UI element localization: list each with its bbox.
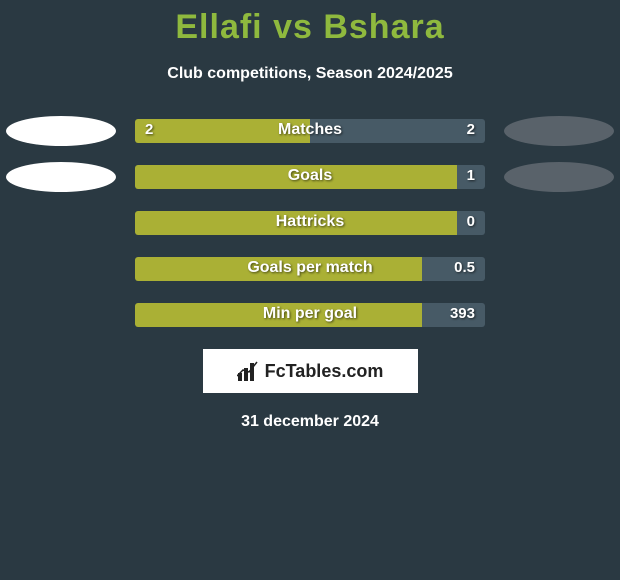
page-title: Ellafi vs Bshara bbox=[0, 0, 620, 47]
bar-right bbox=[310, 119, 485, 143]
stat-value-right: 0.5 bbox=[454, 259, 475, 276]
stat-row: Min per goal393 bbox=[135, 303, 485, 327]
stat-row: Hattricks0 bbox=[135, 211, 485, 235]
bar-left bbox=[135, 303, 422, 327]
bar-left bbox=[135, 257, 422, 281]
stat-value-right: 393 bbox=[450, 305, 475, 322]
bar-track bbox=[135, 257, 485, 281]
stat-value-right: 2 bbox=[467, 121, 475, 138]
date-label: 31 december 2024 bbox=[0, 413, 620, 431]
subtitle: Club competitions, Season 2024/2025 bbox=[0, 65, 620, 83]
fctables-logo: FcTables.com bbox=[203, 349, 418, 393]
stat-row: Goals1 bbox=[135, 165, 485, 189]
bar-track bbox=[135, 165, 485, 189]
bar-left bbox=[135, 165, 457, 189]
stat-row: Matches22 bbox=[135, 119, 485, 143]
stat-value-right: 0 bbox=[467, 213, 475, 230]
bar-left bbox=[135, 211, 457, 235]
comparison-chart: Matches22Goals1Hattricks0Goals per match… bbox=[0, 119, 620, 327]
left-player-marker bbox=[6, 162, 116, 192]
left-player-marker bbox=[6, 116, 116, 146]
stat-row: Goals per match0.5 bbox=[135, 257, 485, 281]
bar-track bbox=[135, 303, 485, 327]
stat-value-left: 2 bbox=[145, 121, 153, 138]
bar-track bbox=[135, 119, 485, 143]
bar-chart-icon bbox=[237, 361, 259, 381]
right-player-marker bbox=[504, 162, 614, 192]
logo-text: FcTables.com bbox=[265, 361, 384, 382]
stat-value-right: 1 bbox=[467, 167, 475, 184]
bar-left bbox=[135, 119, 310, 143]
right-player-marker bbox=[504, 116, 614, 146]
bar-track bbox=[135, 211, 485, 235]
